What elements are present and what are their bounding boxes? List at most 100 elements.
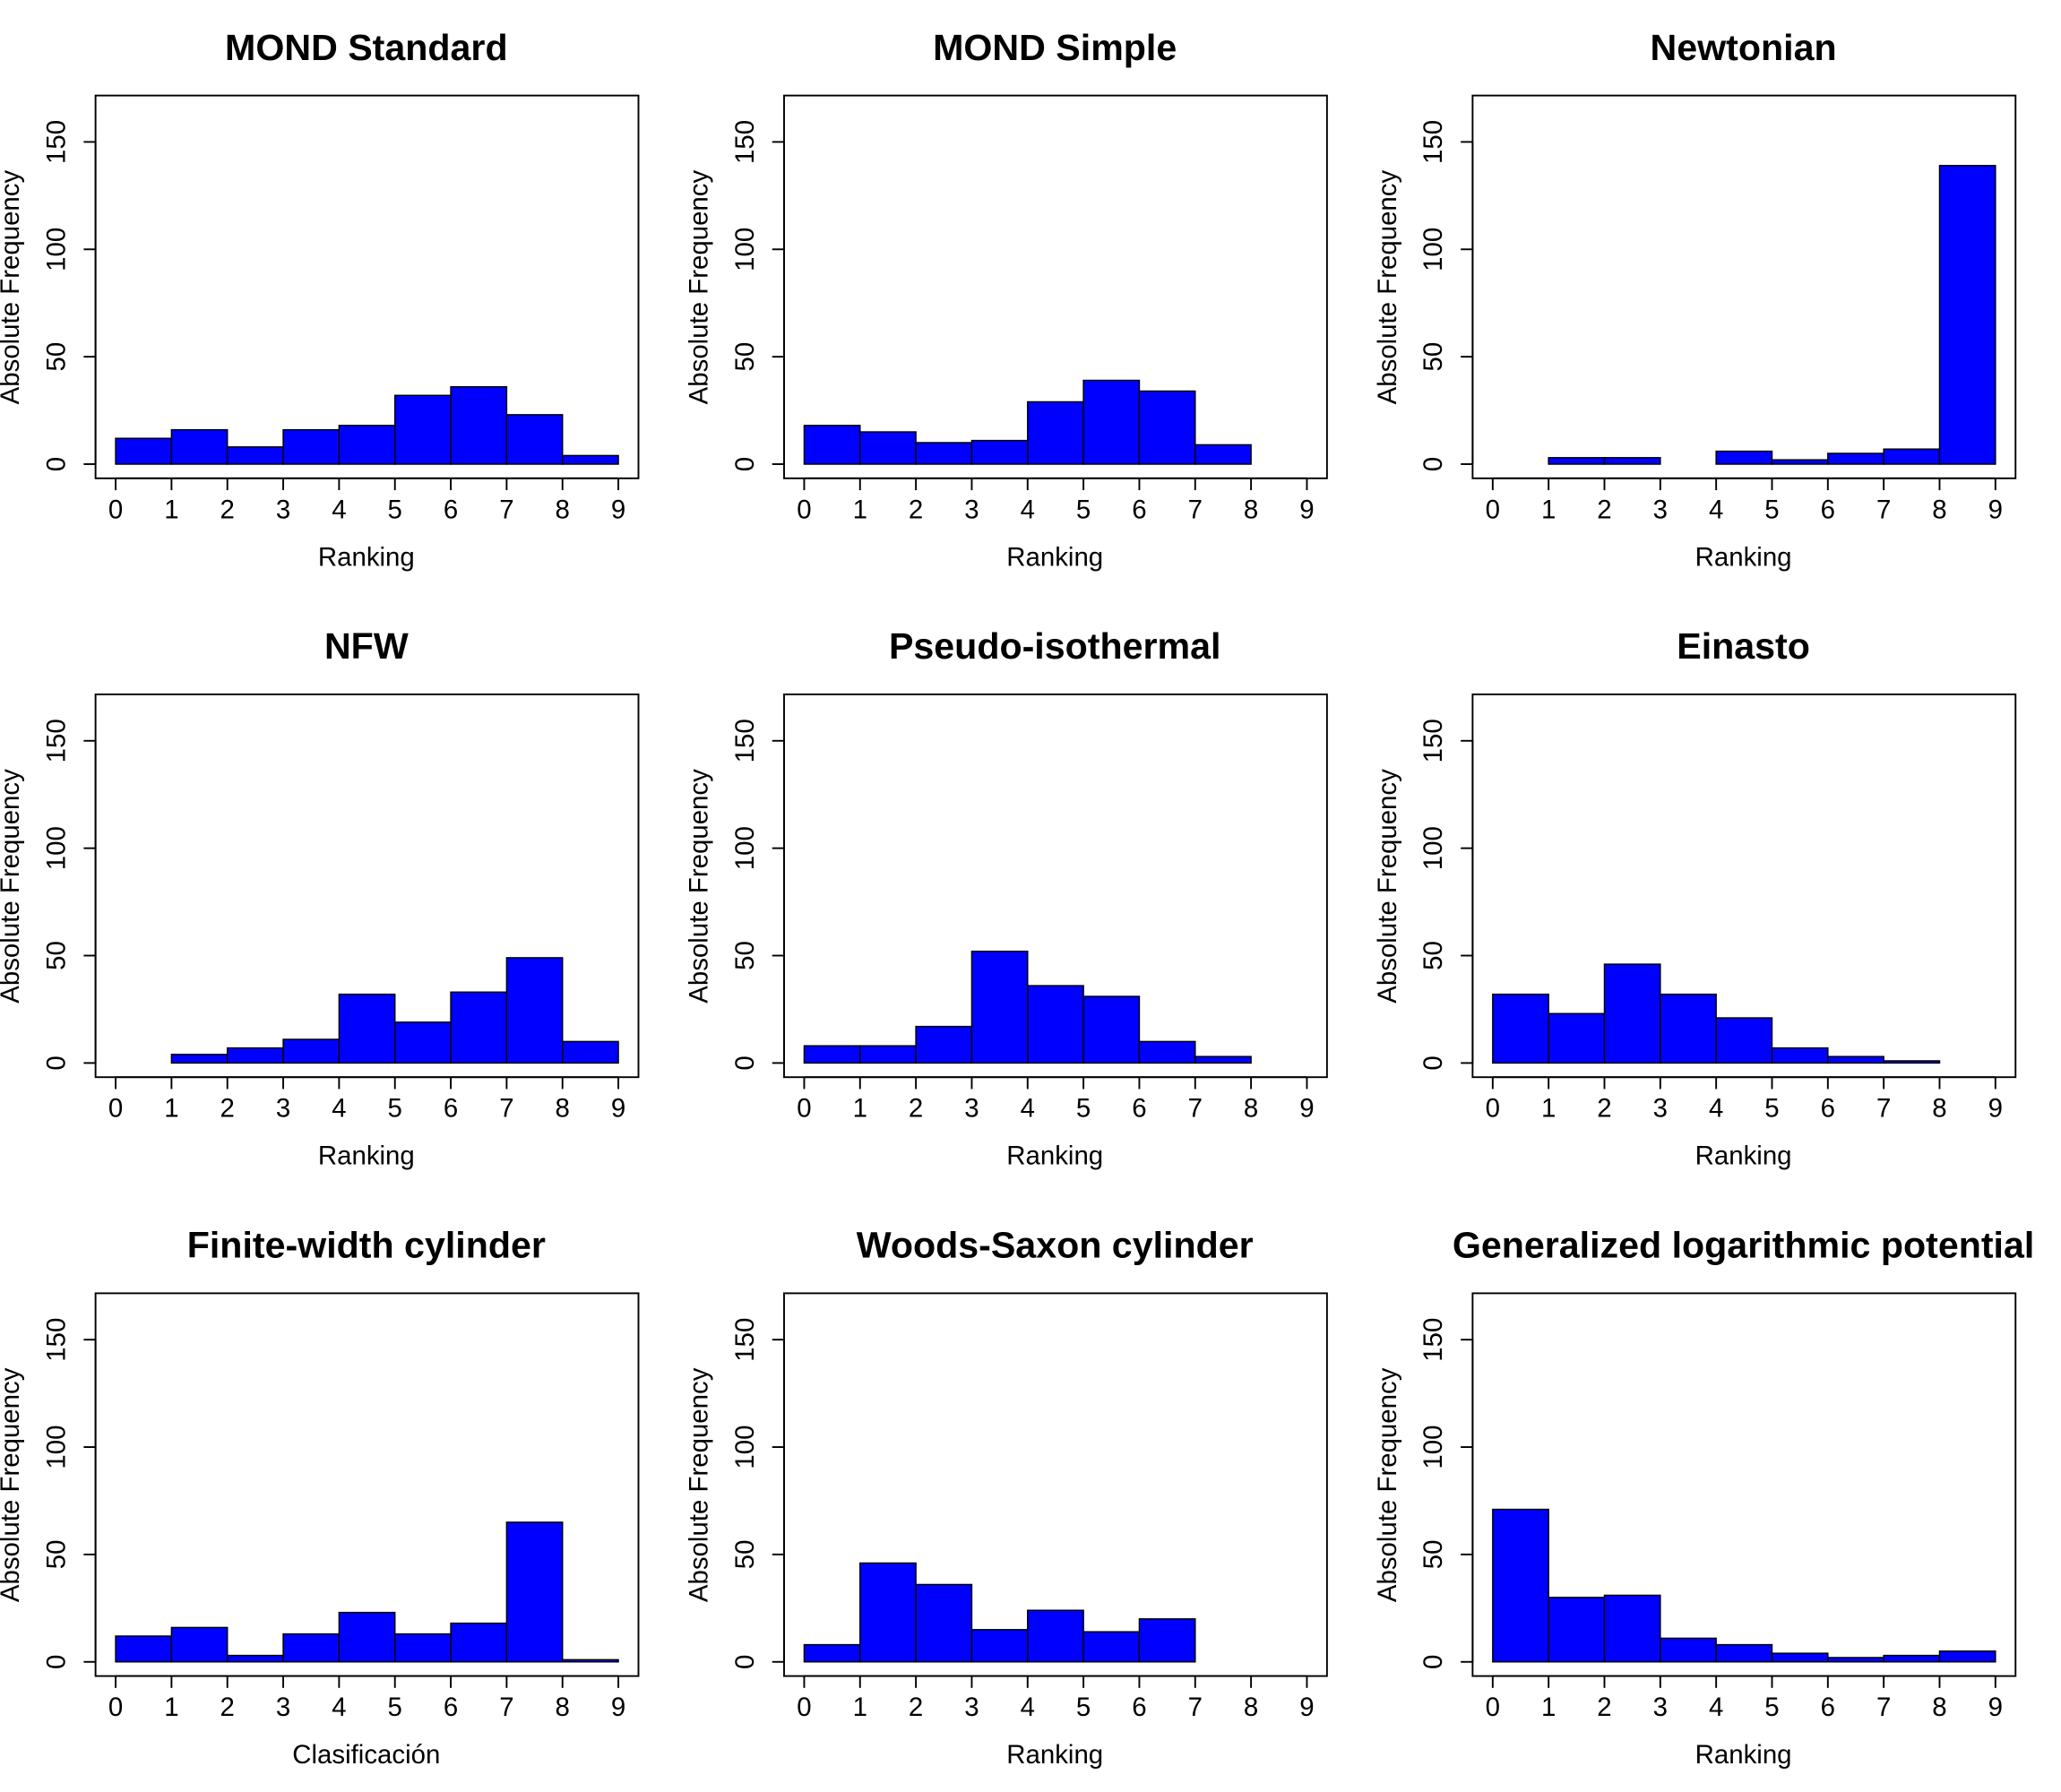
x-tick-label: 3 (1653, 495, 1668, 524)
y-tick-label: 150 (1419, 120, 1448, 164)
x-tick-label: 1 (853, 1094, 867, 1124)
x-tick-label: 6 (1821, 1094, 1835, 1124)
bar (1027, 1609, 1084, 1663)
x-tick-label: 2 (220, 495, 235, 524)
y-axis-label: Absolute Frequency (1373, 170, 1402, 405)
y-axis-label: Absolute Frequency (0, 1367, 25, 1602)
x-tick-label: 9 (1988, 495, 2003, 524)
bar (1082, 995, 1141, 1064)
panel: Woods-Saxon cylinder 0 1 2 3 4 5 6 7 8 9 0 50 100 150 R… (684, 1225, 1328, 1770)
y-axis-label: Absolute Frequency (0, 769, 25, 1004)
panel-title: Finite-width cylinder (187, 1225, 546, 1266)
x-axis-label: Clasificación (292, 1740, 440, 1770)
x-tick-label: 6 (1821, 1693, 1835, 1722)
x-tick-label: 5 (388, 495, 402, 524)
y-axis-label: Absolute Frequency (0, 170, 25, 405)
x-tick-label: 0 (797, 1693, 811, 1722)
x-tick-label: 7 (1188, 1693, 1203, 1722)
bar (1660, 993, 1717, 1064)
x-tick-label: 0 (797, 495, 811, 524)
x-tick-label: 3 (1653, 1094, 1668, 1124)
x-tick-label: 6 (444, 1094, 458, 1124)
bar (282, 1038, 341, 1064)
y-tick-label: 100 (41, 228, 71, 271)
x-tick-label: 5 (1764, 495, 1779, 524)
x-tick-label: 8 (556, 1693, 570, 1722)
x-tick-label: 8 (556, 1094, 570, 1124)
bar (115, 1635, 173, 1663)
x-tick-label: 0 (797, 1094, 811, 1124)
x-tick-label: 0 (108, 1693, 123, 1722)
panel-title: Pseudo-isothermal (889, 625, 1221, 667)
y-tick-label: 0 (41, 1655, 71, 1669)
x-tick-label: 7 (499, 495, 513, 524)
y-tick-label: 150 (41, 719, 71, 762)
bar (338, 993, 396, 1064)
bar (505, 414, 564, 465)
x-tick-label: 1 (164, 1693, 178, 1722)
bar (1883, 1060, 1941, 1064)
x-tick-label: 6 (1132, 1693, 1146, 1722)
bar (561, 1040, 619, 1064)
panel: Pseudo-isothermal 0 1 2 3 4 5 6 7 8 9 0 50 100 150 Rank… (684, 625, 1328, 1171)
x-tick-label: 8 (556, 495, 570, 524)
bar (1138, 1040, 1196, 1064)
x-axis-label: Ranking (1695, 1740, 1792, 1770)
bar (915, 442, 973, 465)
x-tick-label: 9 (1988, 1693, 2003, 1722)
bar (1082, 379, 1141, 465)
x-tick-label: 7 (1188, 495, 1203, 524)
bar (450, 1622, 508, 1663)
x-tick-label: 4 (1709, 1693, 1723, 1722)
bar (1827, 452, 1884, 465)
x-tick-label: 9 (1299, 495, 1314, 524)
panel-title: Einasto (1677, 625, 1810, 667)
bar (1492, 1508, 1549, 1663)
panel-title: NFW (324, 625, 409, 667)
x-tick-label: 7 (1188, 1094, 1203, 1124)
bar (561, 1658, 619, 1663)
bar (170, 1626, 229, 1663)
x-tick-label: 3 (1653, 1693, 1668, 1722)
bar (1938, 1650, 1996, 1663)
y-tick-label: 0 (730, 1655, 760, 1669)
bar (1027, 401, 1084, 465)
x-tick-label: 8 (1244, 495, 1258, 524)
x-tick-label: 0 (1486, 1693, 1500, 1722)
y-tick-label: 100 (730, 228, 760, 271)
x-tick-label: 5 (388, 1693, 402, 1722)
bar (282, 1633, 341, 1663)
y-tick-label: 150 (1419, 719, 1448, 762)
panel: Einasto 0 1 2 3 4 5 6 7 8 9 0 50 100 150 Ranking Absolut… (1373, 625, 2017, 1171)
x-tick-label: 3 (964, 1094, 979, 1124)
x-tick-label: 4 (1021, 1693, 1035, 1722)
bar (1138, 1618, 1196, 1663)
y-tick-label: 100 (730, 826, 760, 870)
x-tick-label: 2 (220, 1094, 235, 1124)
x-tick-label: 3 (276, 1693, 290, 1722)
y-tick-label: 0 (41, 457, 71, 471)
x-axis-label: Ranking (1006, 1142, 1103, 1171)
bar (1603, 1594, 1661, 1663)
panel: NFW 0 1 2 3 4 5 6 7 8 9 0 50 100 150 Ranking Absolute Fr… (0, 625, 640, 1171)
panel: Newtonian 0 1 2 3 4 5 6 7 8 9 0 50 100 150 Ranking Absol… (1373, 27, 2017, 572)
bar (970, 1629, 1029, 1663)
x-axis-label: Ranking (318, 1142, 415, 1171)
panel-title: Woods-Saxon cylinder (857, 1225, 1254, 1266)
panel: MOND Standard 0 1 2 3 4 5 6 7 8 9 0 50 100 150 Ranking A… (0, 27, 640, 572)
bar (915, 1583, 973, 1663)
x-axis-label: Ranking (1695, 1142, 1792, 1171)
bar (450, 991, 508, 1064)
bar (338, 425, 396, 465)
bar (803, 425, 861, 465)
y-tick-label: 50 (1419, 941, 1448, 970)
bar (1883, 448, 1941, 465)
x-tick-label: 8 (1932, 495, 1946, 524)
x-tick-label: 1 (853, 495, 867, 524)
x-tick-label: 0 (108, 1094, 123, 1124)
bar (393, 394, 452, 465)
x-tick-label: 9 (611, 1094, 625, 1124)
bar (970, 950, 1029, 1064)
bar (1938, 165, 1996, 465)
bar (226, 446, 284, 465)
